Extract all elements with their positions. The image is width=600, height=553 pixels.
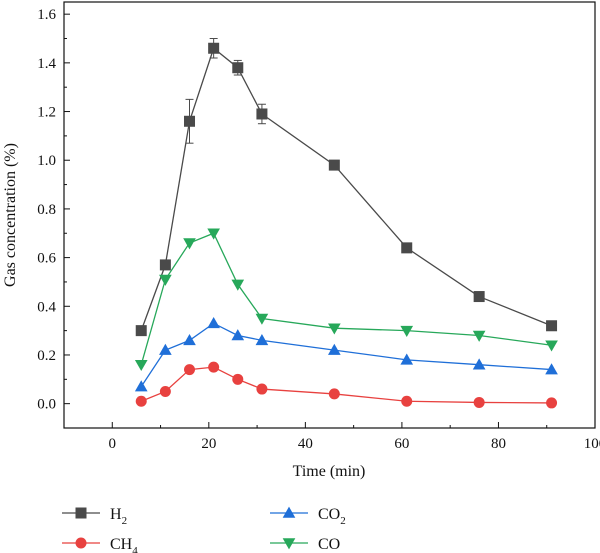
data-point (183, 238, 196, 250)
data-point (184, 115, 196, 127)
data-point (400, 325, 414, 337)
y-tick-label: 0.6 (37, 251, 56, 267)
data-point (545, 340, 558, 352)
series-line (140, 47, 552, 331)
data-point (255, 313, 269, 325)
x-tick-label: 60 (394, 436, 409, 452)
series-line (140, 322, 552, 387)
data-point (400, 353, 414, 365)
data-point (159, 385, 171, 397)
series-ch4 (135, 361, 558, 409)
data-point (472, 330, 486, 342)
legend-label: H2 (110, 506, 127, 527)
data-point (328, 159, 340, 171)
series-co (134, 228, 558, 372)
y-tick-label: 0.2 (37, 348, 56, 364)
legend-marker (282, 538, 296, 550)
x-axis-label: Time (min) (293, 463, 366, 480)
data-point (473, 396, 485, 408)
data-point (208, 42, 220, 54)
y-tick-label: 0.8 (37, 202, 56, 218)
data-point (328, 388, 340, 400)
data-point (546, 320, 558, 332)
y-tick-label: 1.4 (37, 56, 56, 72)
legend-label: CO2 (318, 506, 346, 527)
x-tick-label: 0 (109, 436, 117, 452)
legend-item-co2: CO2 (270, 506, 346, 527)
data-point (207, 228, 220, 240)
data-point (401, 395, 413, 407)
data-point (134, 380, 148, 392)
y-tick-label: 0.4 (37, 299, 56, 315)
data-point (545, 363, 558, 375)
legend-marker (75, 507, 87, 519)
legend-label: CO (318, 536, 340, 553)
data-point (184, 364, 196, 376)
series-h2 (135, 38, 558, 337)
data-point (159, 343, 172, 355)
data-point (159, 274, 172, 286)
y-axis-label: Gas concentration (%) (2, 143, 19, 287)
data-point (472, 358, 486, 370)
x-tick-label: 40 (298, 436, 313, 452)
axis-ticks: 0 20 40 60 80 100 0.0 0.2 0.4 0.6 0.8 1.0 1.2 1.4 1.6 (37, 7, 600, 452)
data-point (159, 259, 171, 271)
data-point (256, 108, 268, 120)
data-point (328, 323, 341, 335)
data-point (135, 325, 147, 337)
series-co2 (134, 317, 558, 392)
data-point (183, 334, 196, 346)
data-point (256, 383, 268, 395)
x-tick-label: 80 (491, 436, 506, 452)
x-tick-label: 100 (584, 436, 600, 452)
data-point (231, 329, 245, 341)
y-tick-label: 1.2 (37, 105, 56, 121)
y-tick-label: 0.0 (37, 397, 56, 413)
x-tick-label: 20 (201, 436, 216, 452)
series-layer (134, 38, 558, 409)
legend-item-h2: H2 (62, 506, 127, 527)
y-tick-label: 1.6 (37, 7, 56, 23)
legend: H2 CH4 CO2 CO (62, 506, 346, 553)
data-point (401, 242, 413, 254)
plot-frame (63, 1, 596, 429)
data-point (255, 334, 269, 346)
data-point (473, 291, 485, 303)
legend-marker (282, 506, 296, 518)
series-line (140, 232, 552, 365)
legend-label: CH4 (110, 536, 138, 553)
data-point (208, 361, 220, 373)
legend-item-co: CO (270, 536, 340, 553)
data-point (232, 373, 244, 385)
legend-marker (75, 537, 87, 549)
data-point (135, 395, 147, 407)
legend-item-ch4: CH4 (62, 536, 138, 553)
y-tick-label: 1.0 (37, 153, 56, 169)
data-point (328, 343, 341, 355)
data-point (231, 279, 245, 291)
data-point (134, 359, 148, 372)
data-point (232, 62, 244, 74)
data-point (207, 317, 220, 329)
series-line (140, 366, 552, 404)
data-point (546, 397, 558, 409)
